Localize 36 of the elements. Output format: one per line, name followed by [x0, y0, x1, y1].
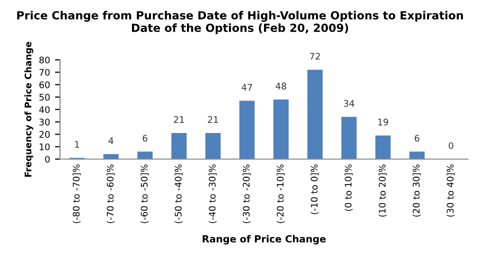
y-tick-label: 10	[40, 143, 50, 150]
data-label: 21	[208, 116, 218, 123]
x-tick-label: (-70 to -60]%	[106, 164, 115, 224]
x-tick-label: (-20 to -10]%	[276, 164, 285, 224]
data-label: 48	[276, 82, 286, 90]
data-label: 4	[108, 137, 114, 144]
x-tick-label: (-10 to 0]%	[310, 164, 319, 214]
x-tick-label: (20 to 30]%	[412, 164, 421, 217]
y-tick-label: 60	[39, 81, 50, 88]
x-tick-label: (-80 to -70]%	[72, 164, 81, 224]
data-label: 1	[75, 141, 80, 148]
data-label: 6	[142, 134, 148, 142]
y-axis-title: Frequency of Price Change	[24, 42, 34, 177]
x-tick-label: (30 to 40]%	[446, 164, 455, 217]
x-tick-label: (10 to 20]%	[378, 164, 387, 217]
data-label: 19	[378, 118, 388, 126]
y-tick-label: 20	[39, 131, 50, 138]
chart-title: Price Change from Purchase Date of High-Volume Options to Expiration Date of the Options (Feb 20, 2009)	[17, 10, 463, 34]
data-label: 6	[414, 134, 420, 142]
data-label: 0	[448, 142, 454, 150]
x-tick-label: (-40 to -30]%	[208, 164, 217, 224]
y-tick-label: 30	[39, 118, 50, 126]
data-label: 21	[174, 116, 184, 123]
y-tick-label: 40	[39, 106, 50, 114]
data-label: 72	[310, 52, 320, 60]
y-tick-label: 70	[40, 68, 50, 76]
data-label: 34	[344, 100, 354, 107]
x-tick-label: (0 to 10]%	[344, 164, 353, 211]
y-tick-label: 50	[39, 94, 50, 101]
y-tick-label: 80	[39, 56, 50, 64]
x-tick-label: (-50 to -40]%	[174, 164, 183, 224]
data-label: 47	[242, 84, 252, 91]
x-axis-title: Range of Price Change	[202, 235, 326, 244]
x-tick-label: (-30 to -20]%	[242, 164, 251, 224]
y-tick-label: 0	[45, 156, 50, 163]
x-tick-label: (-60 to -50]%	[140, 164, 149, 224]
